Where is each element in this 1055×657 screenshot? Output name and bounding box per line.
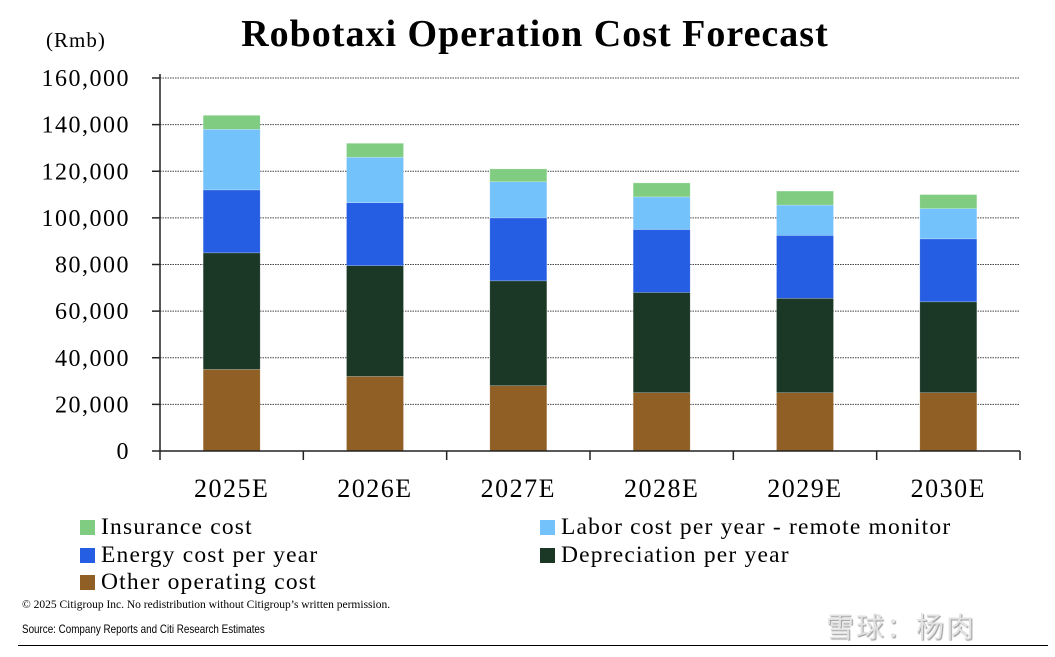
bars	[202, 115, 978, 452]
footer-divider	[18, 645, 1048, 646]
x-tick-label: 2025E	[194, 474, 269, 500]
stacked-bar-chart: 0 20,000 40,000 60,000 80,000 100,000 120,000 1…	[42, 66, 1021, 500]
bar-segment-depreciation-per-year	[346, 265, 404, 377]
chart-title: Robotaxi Operation Cost Forecast	[241, 13, 829, 55]
bar-segment-other-operating-cost	[489, 385, 548, 452]
bar-segment-other-operating-cost	[346, 376, 404, 452]
bar-segment-labor-cost-per-year-remote-monitor	[919, 208, 978, 240]
legend-swatch-depreciation	[540, 548, 555, 563]
x-tick-label: 2027E	[481, 474, 556, 500]
x-tick-label: 2030E	[911, 474, 986, 500]
bar-segment-insurance-cost	[919, 194, 978, 209]
bar-segment-insurance-cost	[202, 115, 261, 130]
legend-label-other: Other operating cost	[101, 569, 317, 595]
legend-swatch-insurance	[80, 520, 95, 535]
legend-label-insurance: Insurance cost	[101, 514, 253, 540]
bar-segment-energy-cost-per-year	[346, 202, 404, 266]
bar-segment-energy-cost-per-year	[776, 235, 834, 299]
bar-segment-energy-cost-per-year	[202, 189, 261, 254]
bar-segment-energy-cost-per-year	[489, 217, 548, 282]
y-axis-unit-label: (Rmb)	[46, 28, 106, 52]
y-tick-label: 80,000	[55, 253, 130, 279]
legend-swatch-other	[80, 575, 95, 590]
legend-item-energy: Energy cost per year	[80, 542, 318, 569]
bar-segment-labor-cost-per-year-remote-monitor	[202, 128, 261, 191]
y-tick-label: 120,000	[42, 159, 131, 185]
legend-item-other: Other operating cost	[80, 569, 317, 596]
x-tick-labels: 2025E 2026E 2027E 2028E 2029E 2030E	[194, 474, 986, 500]
bar-segment-other-operating-cost	[202, 369, 261, 452]
bar-segment-labor-cost-per-year-remote-monitor	[776, 204, 834, 236]
legend-label-energy: Energy cost per year	[101, 542, 319, 568]
bar-segment-other-operating-cost	[776, 392, 834, 452]
y-tick-label: 60,000	[55, 299, 130, 325]
y-tick-label: 160,000	[42, 66, 131, 92]
bar-segment-insurance-cost	[489, 168, 548, 183]
y-tick-label: 100,000	[42, 206, 131, 232]
y-tick-labels: 0 20,000 40,000 60,000 80,000 100,000 120,000 1…	[42, 66, 131, 465]
bar-segment-other-operating-cost	[632, 392, 691, 452]
bar-segment-depreciation-per-year	[489, 280, 548, 387]
bar-segment-other-operating-cost	[919, 392, 978, 452]
legend-swatch-energy	[80, 548, 95, 563]
gridlines	[160, 77, 1020, 405]
y-tick-label: 0	[117, 439, 131, 465]
bar-segment-depreciation-per-year	[919, 301, 978, 394]
legend-swatch-labor	[540, 520, 555, 535]
bar-segment-insurance-cost	[346, 142, 404, 158]
y-tick-label: 140,000	[42, 113, 131, 139]
bar-segment-insurance-cost	[776, 190, 834, 206]
bar-segment-depreciation-per-year	[776, 298, 834, 394]
y-tick-label: 40,000	[55, 346, 130, 372]
legend-item-labor: Labor cost per year - remote monitor	[540, 514, 951, 541]
bar-segment-insurance-cost	[632, 182, 691, 198]
source-note: Source: Company Reports and Citi Researc…	[22, 622, 265, 636]
bar-segment-labor-cost-per-year-remote-monitor	[489, 181, 548, 219]
x-tick-label: 2028E	[624, 474, 699, 500]
x-tick-label: 2026E	[337, 474, 412, 500]
bar-segment-energy-cost-per-year	[919, 238, 978, 303]
bar-segment-depreciation-per-year	[632, 292, 691, 394]
bar-segment-labor-cost-per-year-remote-monitor	[632, 196, 691, 230]
copyright-notice: © 2025 Citigroup Inc. No redistribution …	[22, 599, 391, 611]
bar-segment-labor-cost-per-year-remote-monitor	[346, 156, 404, 204]
bar-segment-energy-cost-per-year	[632, 229, 691, 293]
legend-label-depreciation: Depreciation per year	[561, 542, 790, 568]
x-tick-label: 2029E	[767, 474, 842, 500]
y-tick-label: 20,000	[55, 392, 130, 418]
legend-item-insurance: Insurance cost	[80, 514, 253, 541]
bar-segment-depreciation-per-year	[202, 252, 261, 370]
legend-item-depreciation: Depreciation per year	[540, 542, 790, 569]
watermark: 雪球：杨肉	[826, 611, 977, 644]
axes	[152, 74, 1021, 460]
legend-label-labor: Labor cost per year - remote monitor	[561, 514, 952, 540]
